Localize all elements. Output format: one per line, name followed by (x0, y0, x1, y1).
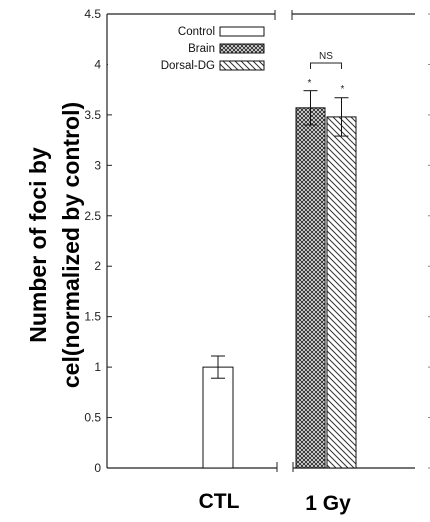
legend-swatch-control (219, 26, 265, 37)
category-label-1gy: 1 Gy (305, 492, 351, 515)
legend: Control Brain Dorsal-DG (108, 20, 265, 78)
category-label-ctl: CTL (199, 490, 240, 513)
annotations: NS * * (308, 51, 345, 95)
y-tick-label: 1 (94, 360, 101, 374)
y-tick-label: 1.5 (84, 310, 101, 324)
y-tick-label: 3 (94, 158, 101, 172)
y-axis-title-line-1: Number of foci by (25, 147, 51, 343)
error-bars (211, 90, 349, 379)
y-axis-title-line-2: cel(normalized by control) (58, 102, 84, 388)
y-tick-label: 2.5 (84, 209, 101, 223)
bar-brain (295, 107, 326, 469)
bar-control (202, 366, 234, 469)
significance-star: * (308, 78, 312, 89)
y-tick-label: 4.5 (84, 7, 101, 21)
y-tick-label: 0.5 (84, 411, 101, 425)
y-tick-label: 3.5 (84, 108, 101, 122)
significance-label: NS (319, 51, 333, 62)
y-tick-label: 2 (94, 259, 101, 273)
bars (202, 107, 357, 469)
legend-swatch-brain (219, 43, 265, 54)
legend-swatch-dorsal-dg (219, 60, 265, 71)
axes: 0 0.5 1 1.5 2 2.5 3 3.5 4 4.5 (84, 7, 430, 475)
legend-label-control: Control (178, 26, 215, 38)
legend-background (108, 20, 228, 78)
significance-star: * (341, 84, 345, 95)
significance-bracket (310, 62, 342, 69)
legend-label-brain: Brain (188, 43, 215, 55)
y-tick-label: 0 (94, 461, 101, 475)
bar-dorsal-dg (326, 116, 357, 469)
y-tick-label: 4 (94, 57, 101, 71)
legend-label-dorsal-dg: Dorsal-DG (161, 60, 215, 72)
